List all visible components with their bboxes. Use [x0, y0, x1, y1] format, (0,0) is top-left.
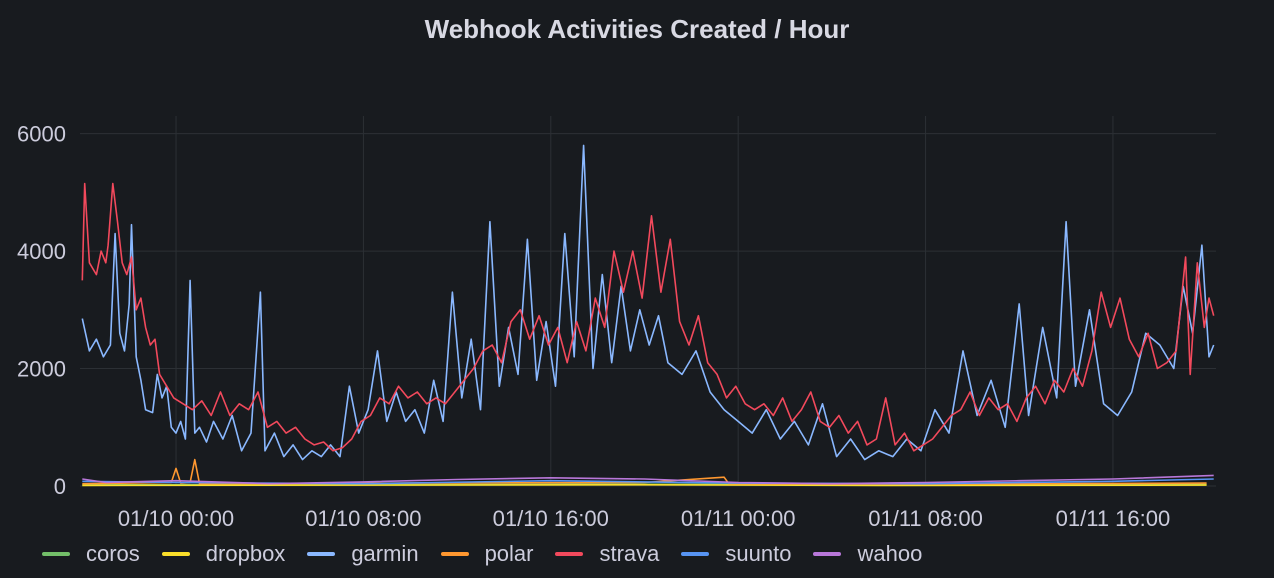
x-tick-label: 01/10 16:00 — [493, 506, 609, 531]
legend-label: dropbox — [205, 541, 286, 566]
y-tick-label: 4000 — [17, 239, 66, 264]
series-layer — [81, 144, 1215, 487]
legend-item-polar[interactable]: polar — [440, 541, 534, 567]
x-tick-label: 01/11 00:00 — [681, 506, 796, 531]
panel-title: Webhook Activities Created / Hour — [424, 14, 850, 44]
legend: coros dropbox garmin polar strava suunto wahoo — [42, 538, 944, 570]
legend-item-garmin[interactable]: garmin — [307, 541, 419, 567]
x-tick-label: 01/10 00:00 — [118, 506, 234, 531]
legend-swatch — [440, 552, 469, 556]
series-line-garmin[interactable] — [81, 144, 1215, 461]
legend-label: suunto — [725, 541, 792, 566]
legend-item-dropbox[interactable]: dropbox — [161, 541, 286, 567]
series-line-dropbox[interactable] — [82, 484, 1207, 487]
x-tick-label: 01/11 16:00 — [1056, 506, 1171, 531]
legend-label: garmin — [351, 541, 419, 566]
legend-swatch — [42, 552, 70, 556]
y-tick-label: 6000 — [17, 122, 66, 147]
x-tick-label: 01/11 08:00 — [868, 506, 983, 531]
legend-label: strava — [599, 541, 660, 566]
legend-swatch — [307, 552, 336, 556]
y-axis: 0 2000 4000 6000 — [17, 122, 66, 499]
legend-item-wahoo[interactable]: wahoo — [813, 541, 922, 567]
x-tick-label: 01/10 08:00 — [305, 506, 421, 531]
legend-swatch — [681, 552, 710, 556]
series-line-wahoo[interactable] — [82, 474, 1214, 485]
legend-item-coros[interactable]: coros — [42, 541, 140, 567]
legend-swatch — [555, 552, 584, 556]
legend-swatch — [813, 552, 842, 556]
series-line-strava[interactable] — [81, 182, 1215, 452]
x-axis: 01/10 00:00 01/10 08:00 01/10 16:00 01/11 0… — [118, 506, 1170, 531]
y-tick-label: 0 — [54, 474, 66, 499]
legend-label: polar — [484, 541, 534, 566]
legend-swatch — [161, 552, 190, 556]
legend-label: coros — [86, 541, 140, 566]
legend-item-strava[interactable]: strava — [555, 541, 659, 567]
series-line-suunto[interactable] — [82, 478, 1214, 485]
legend-label: wahoo — [857, 541, 923, 566]
y-tick-label: 2000 — [17, 357, 66, 382]
legend-item-suunto[interactable]: suunto — [681, 541, 791, 567]
